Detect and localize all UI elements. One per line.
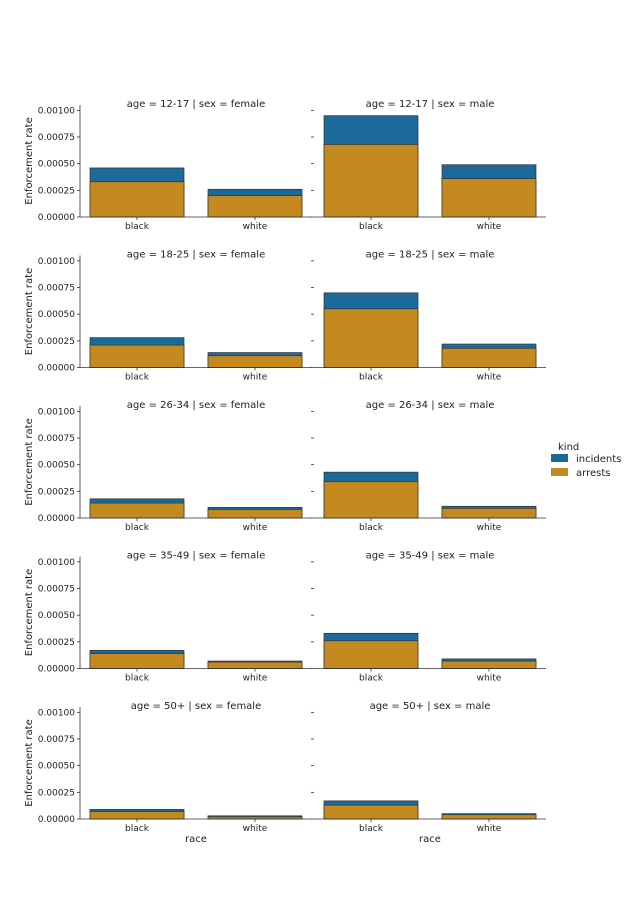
- bar-arrests-white: [441, 814, 537, 820]
- y-axis-label: Enforcement rate: [24, 268, 35, 355]
- y-tick-label: 0.00000: [38, 665, 75, 675]
- y-tick-label: 0.00075: [38, 585, 75, 595]
- x-tick-label-white: white: [243, 373, 268, 383]
- bar-arrests-white: [441, 660, 537, 669]
- y-tick-label: 0.00025: [38, 487, 75, 497]
- x-tick-label-black: black: [125, 222, 150, 232]
- facet-title: age = 18-25 | sex = female: [127, 250, 265, 261]
- x-tick-label-black: black: [359, 373, 384, 383]
- bar-arrests-black: [323, 144, 419, 218]
- y-tick-label: 0.00075: [38, 133, 75, 143]
- legend-swatch-incidents: [551, 454, 568, 462]
- bar-arrests-white: [207, 355, 303, 368]
- bar-arrests-black: [89, 181, 185, 218]
- bar-arrests-black: [323, 640, 419, 669]
- facet-title: age = 26-34 | sex = female: [127, 400, 265, 411]
- x-tick-label-white: white: [243, 222, 268, 232]
- facet-title: age = 50+ | sex = female: [131, 701, 262, 712]
- x-tick-label-white: white: [477, 824, 502, 834]
- facet-title: age = 12-17 | sex = female: [127, 99, 265, 110]
- bar-arrests-white: [441, 347, 537, 368]
- y-tick-label: 0.00100: [38, 407, 75, 417]
- bar-arrests-white: [207, 509, 303, 519]
- facet-title: age = 18-25 | sex = male: [366, 250, 495, 261]
- x-tick-label-black: black: [359, 222, 384, 232]
- y-tick-label: 0.00100: [38, 106, 75, 116]
- y-tick-label: 0.00100: [38, 257, 75, 267]
- legend-label-incidents: incidents: [576, 454, 621, 465]
- y-tick-label: 0.00050: [38, 461, 75, 471]
- y-tick-label: 0.00000: [38, 213, 75, 223]
- y-axis-label: Enforcement rate: [24, 569, 35, 656]
- x-tick-label-black: black: [125, 824, 150, 834]
- y-tick-label: 0.00050: [38, 310, 75, 320]
- y-tick-label: 0.00100: [38, 558, 75, 568]
- x-tick-label-black: black: [359, 523, 384, 533]
- x-tick-label-black: black: [359, 674, 384, 684]
- facet-title: age = 26-34 | sex = male: [366, 400, 495, 411]
- y-tick-label: 0.00075: [38, 284, 75, 294]
- facet-title: age = 35-49 | sex = male: [366, 551, 495, 562]
- bar-arrests-white: [207, 661, 303, 669]
- bar-arrests-white: [441, 178, 537, 218]
- y-tick-label: 0.00000: [38, 364, 75, 374]
- facet-title: age = 12-17 | sex = male: [366, 99, 495, 110]
- bar-arrests-black: [89, 502, 185, 519]
- x-tick-label-black: black: [125, 674, 150, 684]
- y-axis-label: Enforcement rate: [24, 418, 35, 505]
- x-tick-label-white: white: [477, 222, 502, 232]
- x-tick-label-black: black: [125, 373, 150, 383]
- y-tick-label: 0.00000: [38, 514, 75, 524]
- bar-arrests-black: [323, 804, 419, 820]
- x-axis-label: race: [419, 834, 441, 845]
- y-axis-label: Enforcement rate: [24, 117, 35, 204]
- y-tick-label: 0.00025: [38, 638, 75, 648]
- bar-arrests-black: [323, 481, 419, 519]
- x-axis-label: race: [185, 834, 207, 845]
- x-tick-label-white: white: [243, 824, 268, 834]
- x-tick-label-black: black: [125, 523, 150, 533]
- y-tick-label: 0.00050: [38, 611, 75, 621]
- y-tick-label: 0.00075: [38, 735, 75, 745]
- legend-swatch-arrests: [551, 468, 568, 476]
- y-tick-label: 0.00000: [38, 815, 75, 825]
- x-tick-label-white: white: [477, 674, 502, 684]
- bar-arrests-white: [207, 195, 303, 218]
- facet-title: age = 50+ | sex = male: [370, 701, 491, 712]
- y-tick-label: 0.00025: [38, 337, 75, 347]
- y-tick-label: 0.00025: [38, 788, 75, 798]
- y-tick-label: 0.00025: [38, 186, 75, 196]
- x-tick-label-white: white: [477, 373, 502, 383]
- y-tick-label: 0.00075: [38, 434, 75, 444]
- legend-label-arrests: arrests: [576, 468, 610, 479]
- x-tick-label-white: white: [243, 523, 268, 533]
- legend: kind incidents arrests: [551, 442, 621, 479]
- y-tick-label: 0.00050: [38, 160, 75, 170]
- x-tick-label-black: black: [359, 824, 384, 834]
- y-axis-label: Enforcement rate: [24, 719, 35, 806]
- bar-arrests-black: [89, 811, 185, 820]
- bar-arrests-black: [89, 344, 185, 368]
- y-tick-label: 0.00050: [38, 762, 75, 772]
- bar-arrests-black: [89, 653, 185, 669]
- legend-title: kind: [558, 442, 579, 453]
- bar-arrests-white: [441, 508, 537, 519]
- y-tick-label: 0.00100: [38, 708, 75, 718]
- x-tick-label-white: white: [477, 523, 502, 533]
- facet-title: age = 35-49 | sex = female: [127, 551, 265, 562]
- bar-arrests-black: [323, 308, 419, 368]
- x-tick-label-white: white: [243, 674, 268, 684]
